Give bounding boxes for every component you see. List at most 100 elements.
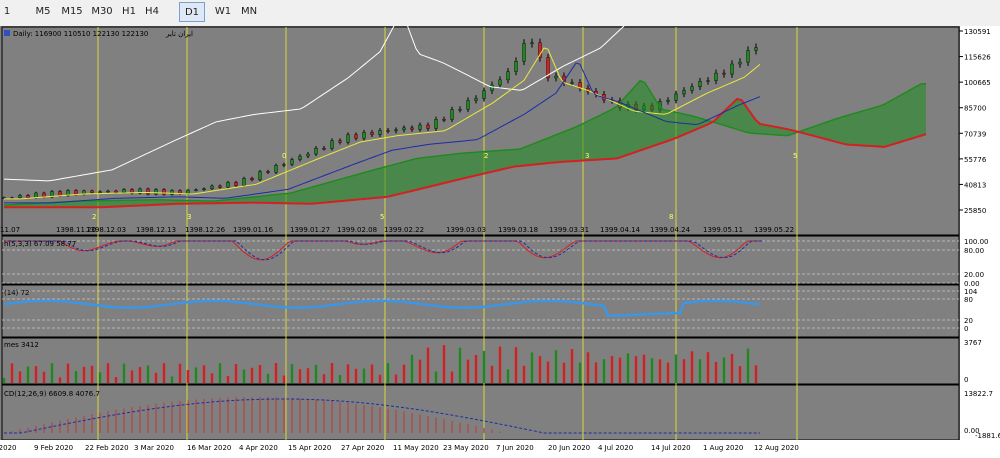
volume-bar [10,363,14,383]
volume-bar [26,366,30,383]
volume-bar [666,362,670,383]
candle-body [698,81,702,87]
price-axis-label: 40813 [964,181,986,189]
gregorian-date-label: 11 May 2020 [393,444,439,452]
gregorian-date-label: 4 Apr 2020 [239,444,278,452]
rsi-axis-label: 104 [964,288,978,296]
candle-body [186,189,190,194]
candle-body [242,178,246,186]
volume-bar [466,359,470,383]
volume-bar [402,364,406,383]
volume-bar [378,374,382,383]
candle-body [258,171,262,181]
volume-bar [714,361,718,383]
persian-date-label: 1398.12.03 [86,226,126,234]
candle-body [346,134,350,143]
volume-bar [90,365,94,383]
candle-body [18,195,22,198]
volume-bar [186,370,190,383]
candle-body [370,132,374,135]
timeframe-m5[interactable]: M5 [35,6,51,17]
volume-bar [602,359,606,383]
gregorian-date-label: 15 Apr 2020 [288,444,331,452]
volume-bar [498,346,502,383]
ichimoku-cloud [4,80,926,208]
timeframe-1[interactable]: 1 [3,6,11,17]
wave-label: 3 [187,213,191,221]
price-axis-label: 115626 [964,54,991,62]
timeframe-d1[interactable]: D1 [179,2,205,22]
volume-bar [58,377,62,383]
wave-label: 2 [92,213,96,221]
chart-header-ltr: Daily: 116900 110510 122130 122130 [13,30,148,38]
candle-body [306,153,310,157]
chart-area[interactable]: 130591 115626 100665 85700 70739 55776 40813 25… [0,14,1000,454]
candle-body [138,188,142,194]
gregorian-date-label: 22 Feb 2020 [85,444,129,452]
volume-bar [194,367,198,383]
candle-body [690,86,694,91]
persian-date-label: 1399.05.22 [754,226,794,234]
price-axis-bg [960,26,1000,454]
gregorian-date-label: 4 Jul 2020 [598,444,633,452]
stoch-axis-label: 20.00 [964,271,984,279]
persian-date-label: 1399.05.11 [703,226,743,234]
volume-bar [546,361,550,383]
volume-bar [346,364,350,383]
persian-date-label: 1399.04.24 [650,226,691,234]
gregorian-date-label: 3 Mar 2020 [134,444,174,452]
candle-body [450,109,454,120]
volume-bar [394,374,398,383]
persian-date-label: 1398.11.20 [56,226,96,234]
volume-bar [626,353,630,383]
chart-header-rtl: ایران تایر [165,30,193,38]
candle-body [298,155,302,160]
volume-bar [42,371,46,383]
gregorian-date-label: n 2020 [0,444,16,452]
persian-date-label: 1399.01.27 [290,226,330,234]
volume-bar [2,378,6,383]
senkou-span-a [3,79,926,206]
candle-body [386,130,390,132]
volume-bar [202,365,206,383]
volume-bar [386,363,390,383]
volume-bar [618,357,622,383]
symbol-flag-icon [4,30,10,36]
candle-body [410,127,414,130]
wave-label: 5 [380,213,384,221]
timeframe-h4[interactable]: H4 [145,6,159,17]
price-chart-svg[interactable]: 1305911156261006658570070739557764081325… [0,14,1000,454]
timeframe-m15[interactable]: M15 [61,6,83,17]
macd-signal-line [4,398,760,434]
volume-bar [538,356,542,383]
candle-body [706,80,710,82]
volume-bar [730,353,734,383]
candle-body [90,190,94,193]
gregorian-date-label: 23 May 2020 [443,444,489,452]
volume-bar [138,367,142,383]
rsi-axis-label: 0 [964,325,968,333]
timeframe-h1[interactable]: H1 [122,6,136,17]
volume-bar [266,373,270,383]
candle-body [738,61,742,65]
candle-body [458,109,462,111]
timeframe-w1[interactable]: W1 [214,6,232,17]
timeframe-mn[interactable]: MN [240,6,258,17]
gregorian-date-label: 9 Feb 2020 [34,444,73,452]
timeframe-m30[interactable]: M30 [91,6,113,17]
price-axis-label: 70739 [964,130,986,138]
candle-body [50,191,54,198]
candle-body [490,84,494,91]
pane-frame-3 [1,337,960,385]
macd-axis-label: -1881.6 [975,432,1000,440]
wave-label: 2 [484,152,488,160]
candle-body [554,75,558,79]
volume-bar [522,365,526,383]
volume-bar [450,371,454,383]
candle-body [514,61,518,72]
volume-bar [250,367,254,383]
candle-body [26,195,30,198]
gregorian-date-label: 12 Aug 2020 [754,444,799,452]
candle-body [418,124,422,130]
volume-bar [434,371,438,383]
